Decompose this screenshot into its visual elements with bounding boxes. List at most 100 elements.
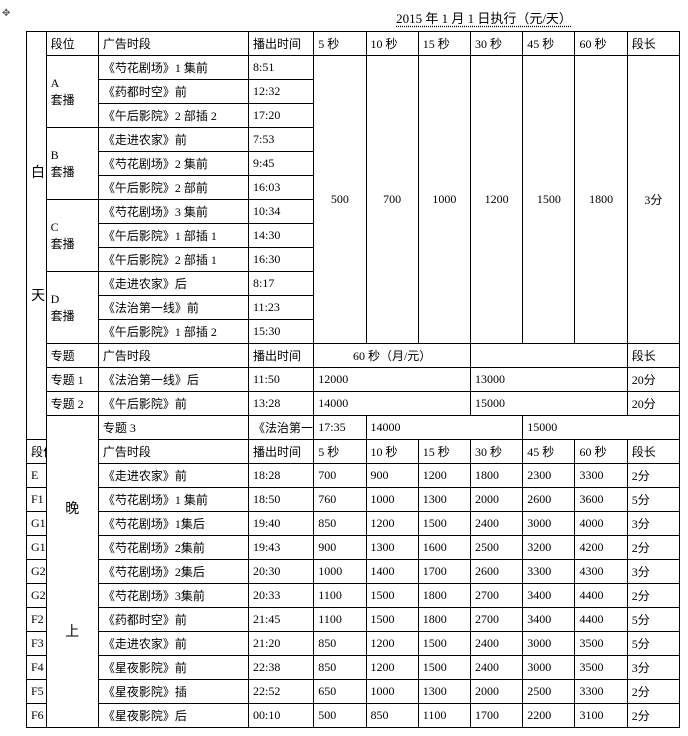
cell: 2400 <box>471 656 523 680</box>
price-table: 白 天 段位 广告时段 播出时间 5 秒 10 秒 15 秒 30 秒 45 秒… <box>26 31 680 728</box>
cell: 1500 <box>418 512 470 536</box>
cell: 2400 <box>471 512 523 536</box>
cell: 12000 <box>314 368 471 392</box>
cell: 2分 <box>627 704 679 728</box>
cell: 《午后影院》1 部插 2 <box>98 320 248 344</box>
day-p15: 1000 <box>418 56 470 344</box>
cell: 3300 <box>523 560 575 584</box>
cell: 2分 <box>627 584 679 608</box>
day-p45: 1500 <box>523 56 575 344</box>
cell: 850 <box>366 704 418 728</box>
cell: 3100 <box>575 704 627 728</box>
cell: 《午后影院》2 部插 1 <box>98 248 248 272</box>
cell: 《芍花剧场》1 集前 <box>98 488 248 512</box>
cell: 《午后影院》2 部前 <box>98 176 248 200</box>
cell: 1500 <box>366 608 418 632</box>
hdr-5s-3: 5 秒 <box>314 440 366 464</box>
cell: 13000 <box>471 368 628 392</box>
cell: 2000 <box>471 488 523 512</box>
hdr-30s-3: 30 秒 <box>471 440 523 464</box>
cell: 1500 <box>366 584 418 608</box>
cell: 1800 <box>418 584 470 608</box>
cell: 5分 <box>627 488 679 512</box>
cell: 22:38 <box>249 656 314 680</box>
cell: F2 <box>27 608 47 632</box>
cell: 2分 <box>627 680 679 704</box>
cell: 14000 <box>314 392 471 416</box>
cell: 2500 <box>523 680 575 704</box>
hdr-45s-3: 45 秒 <box>523 440 575 464</box>
cell: G2A <box>27 560 47 584</box>
cell: 2000 <box>471 680 523 704</box>
cell: 1200 <box>366 512 418 536</box>
cell: 19:40 <box>249 512 314 536</box>
cell: 1200 <box>418 464 470 488</box>
cell: 《芍花剧场》3 集前 <box>98 200 248 224</box>
hdr-monthly60-b <box>471 344 628 368</box>
cell: F5 <box>27 680 47 704</box>
day-p30: 1200 <box>471 56 523 344</box>
table-row: G1B《芍花剧场》2集前19:4390013001600250032004200… <box>27 536 680 560</box>
cell: 《芍花剧场》1 集前 <box>98 56 248 80</box>
cell: 15:30 <box>249 320 314 344</box>
table-row: E《走进农家》前18:2870090012001800230033002分 <box>27 464 680 488</box>
cell: 4000 <box>575 512 627 536</box>
cell: 14000 <box>366 416 523 440</box>
seg-D: D套播 <box>46 272 98 344</box>
cell: E <box>27 464 47 488</box>
hdr-30s: 30 秒 <box>471 32 523 56</box>
table-row: F4《星夜影院》前22:38850120015002400300035003分 <box>27 656 680 680</box>
cell: 11:50 <box>249 368 314 392</box>
cell: 《药都时空》前 <box>98 80 248 104</box>
hdr-special: 专题 <box>46 344 98 368</box>
cell: 900 <box>366 464 418 488</box>
cell: G2B <box>27 584 47 608</box>
cell: 《法治第一线》后 <box>98 368 248 392</box>
cell: 2600 <box>523 488 575 512</box>
hdr-10s-3: 10 秒 <box>366 440 418 464</box>
cell: 18:28 <box>249 464 314 488</box>
cell: 12:32 <box>249 80 314 104</box>
cell: 1600 <box>418 536 470 560</box>
cell: 《星夜影院》后 <box>98 704 248 728</box>
cell: 1800 <box>418 608 470 632</box>
cell: 3000 <box>523 632 575 656</box>
table-row: G1A《芍花剧场》1集后19:4085012001500240030004000… <box>27 512 680 536</box>
cell: 20分 <box>627 368 679 392</box>
special-header-row: 专题 广告时段 播出时间 60 秒（月/元） 段长 <box>27 344 680 368</box>
day-p10: 700 <box>366 56 418 344</box>
cell: 3300 <box>575 464 627 488</box>
cell: 3400 <box>523 608 575 632</box>
cell: 19:43 <box>249 536 314 560</box>
cell: 2700 <box>471 608 523 632</box>
seg-C: C套播 <box>46 200 98 272</box>
seg-B: B套播 <box>46 128 98 200</box>
cell: 2分 <box>627 464 679 488</box>
day-p5: 500 <box>314 56 366 344</box>
day-header-row: 白 天 段位 广告时段 播出时间 5 秒 10 秒 15 秒 30 秒 45 秒… <box>27 32 680 56</box>
cell: 1300 <box>418 488 470 512</box>
cell: 9:45 <box>249 152 314 176</box>
cell: 3500 <box>575 656 627 680</box>
hdr-segment3: 段位 <box>27 440 47 464</box>
table-row: G2B《芍花剧场》3集前20:3311001500180027003400440… <box>27 584 680 608</box>
cell: 《芍花剧场》2 集前 <box>98 152 248 176</box>
cell: 1400 <box>366 560 418 584</box>
table-row: 晚 上 专题 3 《法治第一线》前 17:35 14000 15000 30分 <box>27 416 680 440</box>
table-row: 专题 1 《法治第一线》后 11:50 12000 13000 20分 <box>27 368 680 392</box>
hdr-45s: 45 秒 <box>523 32 575 56</box>
cell: 1000 <box>366 680 418 704</box>
cell: 20:33 <box>249 584 314 608</box>
cell: 10:34 <box>249 200 314 224</box>
hdr-15s: 15 秒 <box>418 32 470 56</box>
table-row: F5《星夜影院》插22:52650100013002000250033002分 <box>27 680 680 704</box>
hdr-airtime: 播出时间 <box>249 32 314 56</box>
cell: 7:53 <box>249 128 314 152</box>
cell: 专题 2 <box>46 392 98 416</box>
table-row: F3《走进农家》前21:20850120015002400300035005分 <box>27 632 680 656</box>
cell: 2300 <box>523 464 575 488</box>
cell: 760 <box>314 488 366 512</box>
cell: 2200 <box>523 704 575 728</box>
cell: 3400 <box>523 584 575 608</box>
hdr-duration3: 段长 <box>627 440 679 464</box>
